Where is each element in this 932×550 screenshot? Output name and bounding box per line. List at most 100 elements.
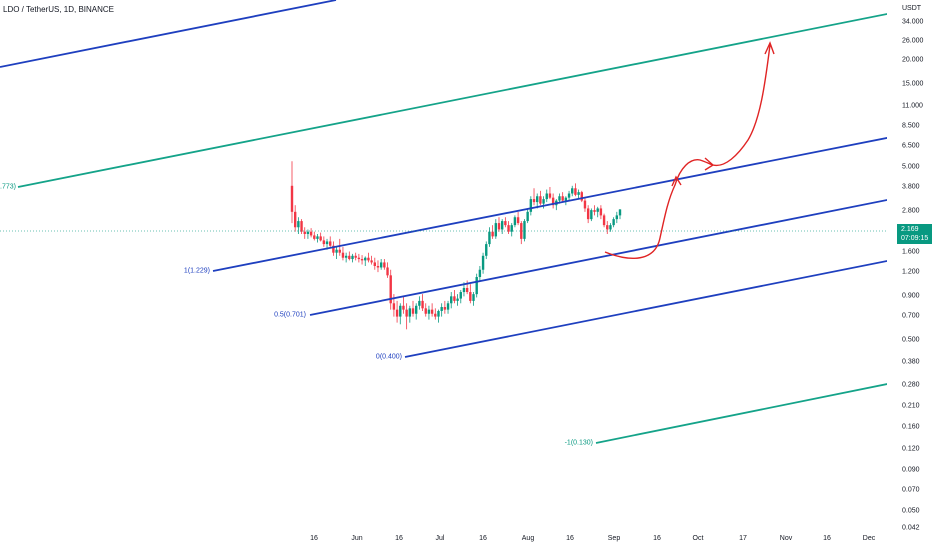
candle-body	[475, 277, 478, 295]
candle-body	[316, 236, 319, 239]
candle-body	[408, 308, 412, 317]
candle-body	[335, 249, 338, 253]
fib-line-1[interactable]	[212, 136, 887, 272]
price-axis-tick: 34.000	[902, 18, 924, 26]
candle-body	[520, 223, 523, 239]
price-chart[interactable]	[0, 0, 887, 530]
candle-body	[424, 308, 427, 314]
candle-body	[309, 231, 313, 236]
candle-body	[376, 265, 380, 268]
candle-body	[440, 307, 443, 311]
candle-body	[532, 199, 536, 203]
fib-line-0[interactable]	[404, 259, 887, 358]
candle-body	[437, 310, 440, 317]
time-axis-tick: 17	[739, 535, 747, 542]
price-axis-tick: 0.280	[902, 381, 920, 389]
candle-body	[469, 292, 472, 301]
candle-body	[615, 215, 619, 220]
candle-body	[395, 309, 399, 317]
candle-body	[427, 309, 431, 314]
candle-body	[529, 199, 533, 212]
candle-body	[389, 275, 392, 304]
candle-body	[414, 305, 418, 314]
time-axis-tick: Sep	[607, 535, 621, 542]
fib-level-label: .773)	[0, 183, 16, 191]
time-axis[interactable]: 16 Jun 16 Jul 16 Aug 16 Sep 16 Oct 17 Nov 16 Dec	[0, 530, 887, 550]
candle-body	[434, 313, 437, 317]
candle-body	[325, 241, 329, 245]
fib-line-lower-green[interactable]	[595, 382, 887, 444]
price-axis-tick: 0.500	[902, 336, 920, 344]
candle-body	[462, 287, 466, 293]
candle-body	[386, 267, 389, 276]
candle-body	[618, 209, 622, 216]
price-axis-tick: 0.120	[902, 445, 920, 453]
candle-body	[583, 200, 587, 209]
projection-path	[604, 41, 775, 259]
candle-body	[430, 309, 434, 314]
candle-body	[612, 219, 615, 226]
candle-body	[596, 208, 599, 212]
price-axis-tick: 2.800	[902, 207, 920, 215]
time-axis-tick: Oct	[692, 535, 704, 542]
price-axis-tick: 26.000	[902, 37, 924, 45]
candle-body	[580, 192, 583, 201]
price-axis-tick: 3.800	[902, 183, 920, 191]
candle-body	[536, 196, 539, 203]
candle-body	[357, 257, 361, 260]
candle-body	[367, 257, 370, 261]
candle-body	[472, 294, 475, 301]
price-axis-tick: 20.000	[902, 56, 924, 64]
price-axis-tick: 15.000	[902, 80, 924, 88]
candle-body	[341, 252, 345, 258]
candle-body	[421, 300, 424, 309]
candlestick-series	[290, 161, 622, 330]
candle-body	[574, 188, 577, 195]
price-axis-tick: 0.160	[902, 423, 920, 431]
fib-line-top[interactable]	[0, 0, 337, 68]
price-axis-tick: 0.210	[902, 402, 920, 410]
candle-body	[392, 303, 396, 310]
candle-body	[593, 210, 596, 212]
candle-body	[373, 262, 376, 266]
projection-curve	[604, 44, 771, 259]
candle-body	[571, 188, 574, 194]
candle-body	[599, 208, 603, 216]
candle-body	[338, 249, 341, 253]
price-axis-unit: USDT	[902, 5, 922, 12]
time-axis-tick: 16	[653, 535, 661, 542]
candle-body	[523, 221, 526, 239]
candle-body	[405, 309, 408, 317]
price-axis[interactable]: USDT 34.000 26.000 20.000 15.000 11.000 8.500…	[887, 0, 932, 550]
price-axis-tick: 0.700	[902, 312, 920, 320]
candle-body	[329, 241, 332, 246]
price-axis-tick: 0.090	[902, 466, 920, 474]
price-axis-tick: 0.042	[902, 524, 920, 532]
candle-body	[606, 225, 609, 230]
fib-line-05[interactable]	[309, 198, 887, 316]
candle-body	[450, 296, 453, 304]
projection-arrowhead	[671, 175, 682, 187]
fib-line-upper-green[interactable]	[17, 12, 887, 188]
candle-body	[516, 217, 520, 224]
candle-body	[332, 245, 335, 253]
candle-body	[303, 231, 306, 235]
candle-body	[418, 300, 421, 306]
candle-body	[542, 199, 545, 204]
time-axis-tick: 16	[310, 535, 318, 542]
last-price-value: 2.169	[901, 226, 919, 233]
chart-title: LDO / TetherUS, 1D, BINANCE	[3, 5, 114, 14]
candle-body	[567, 193, 571, 198]
candle-body	[500, 221, 504, 230]
candle-body	[510, 225, 513, 232]
candle-body	[402, 305, 405, 310]
time-axis-tick: 16	[566, 535, 574, 542]
candle-body	[545, 193, 548, 200]
candle-body	[344, 255, 348, 258]
fib-level-label: -1(0.130)	[564, 439, 593, 447]
candle-body	[354, 255, 357, 258]
price-axis-tick: 1.600	[902, 248, 920, 256]
candle-body	[319, 236, 322, 241]
candle-body	[313, 235, 316, 239]
candle-body	[379, 262, 383, 268]
